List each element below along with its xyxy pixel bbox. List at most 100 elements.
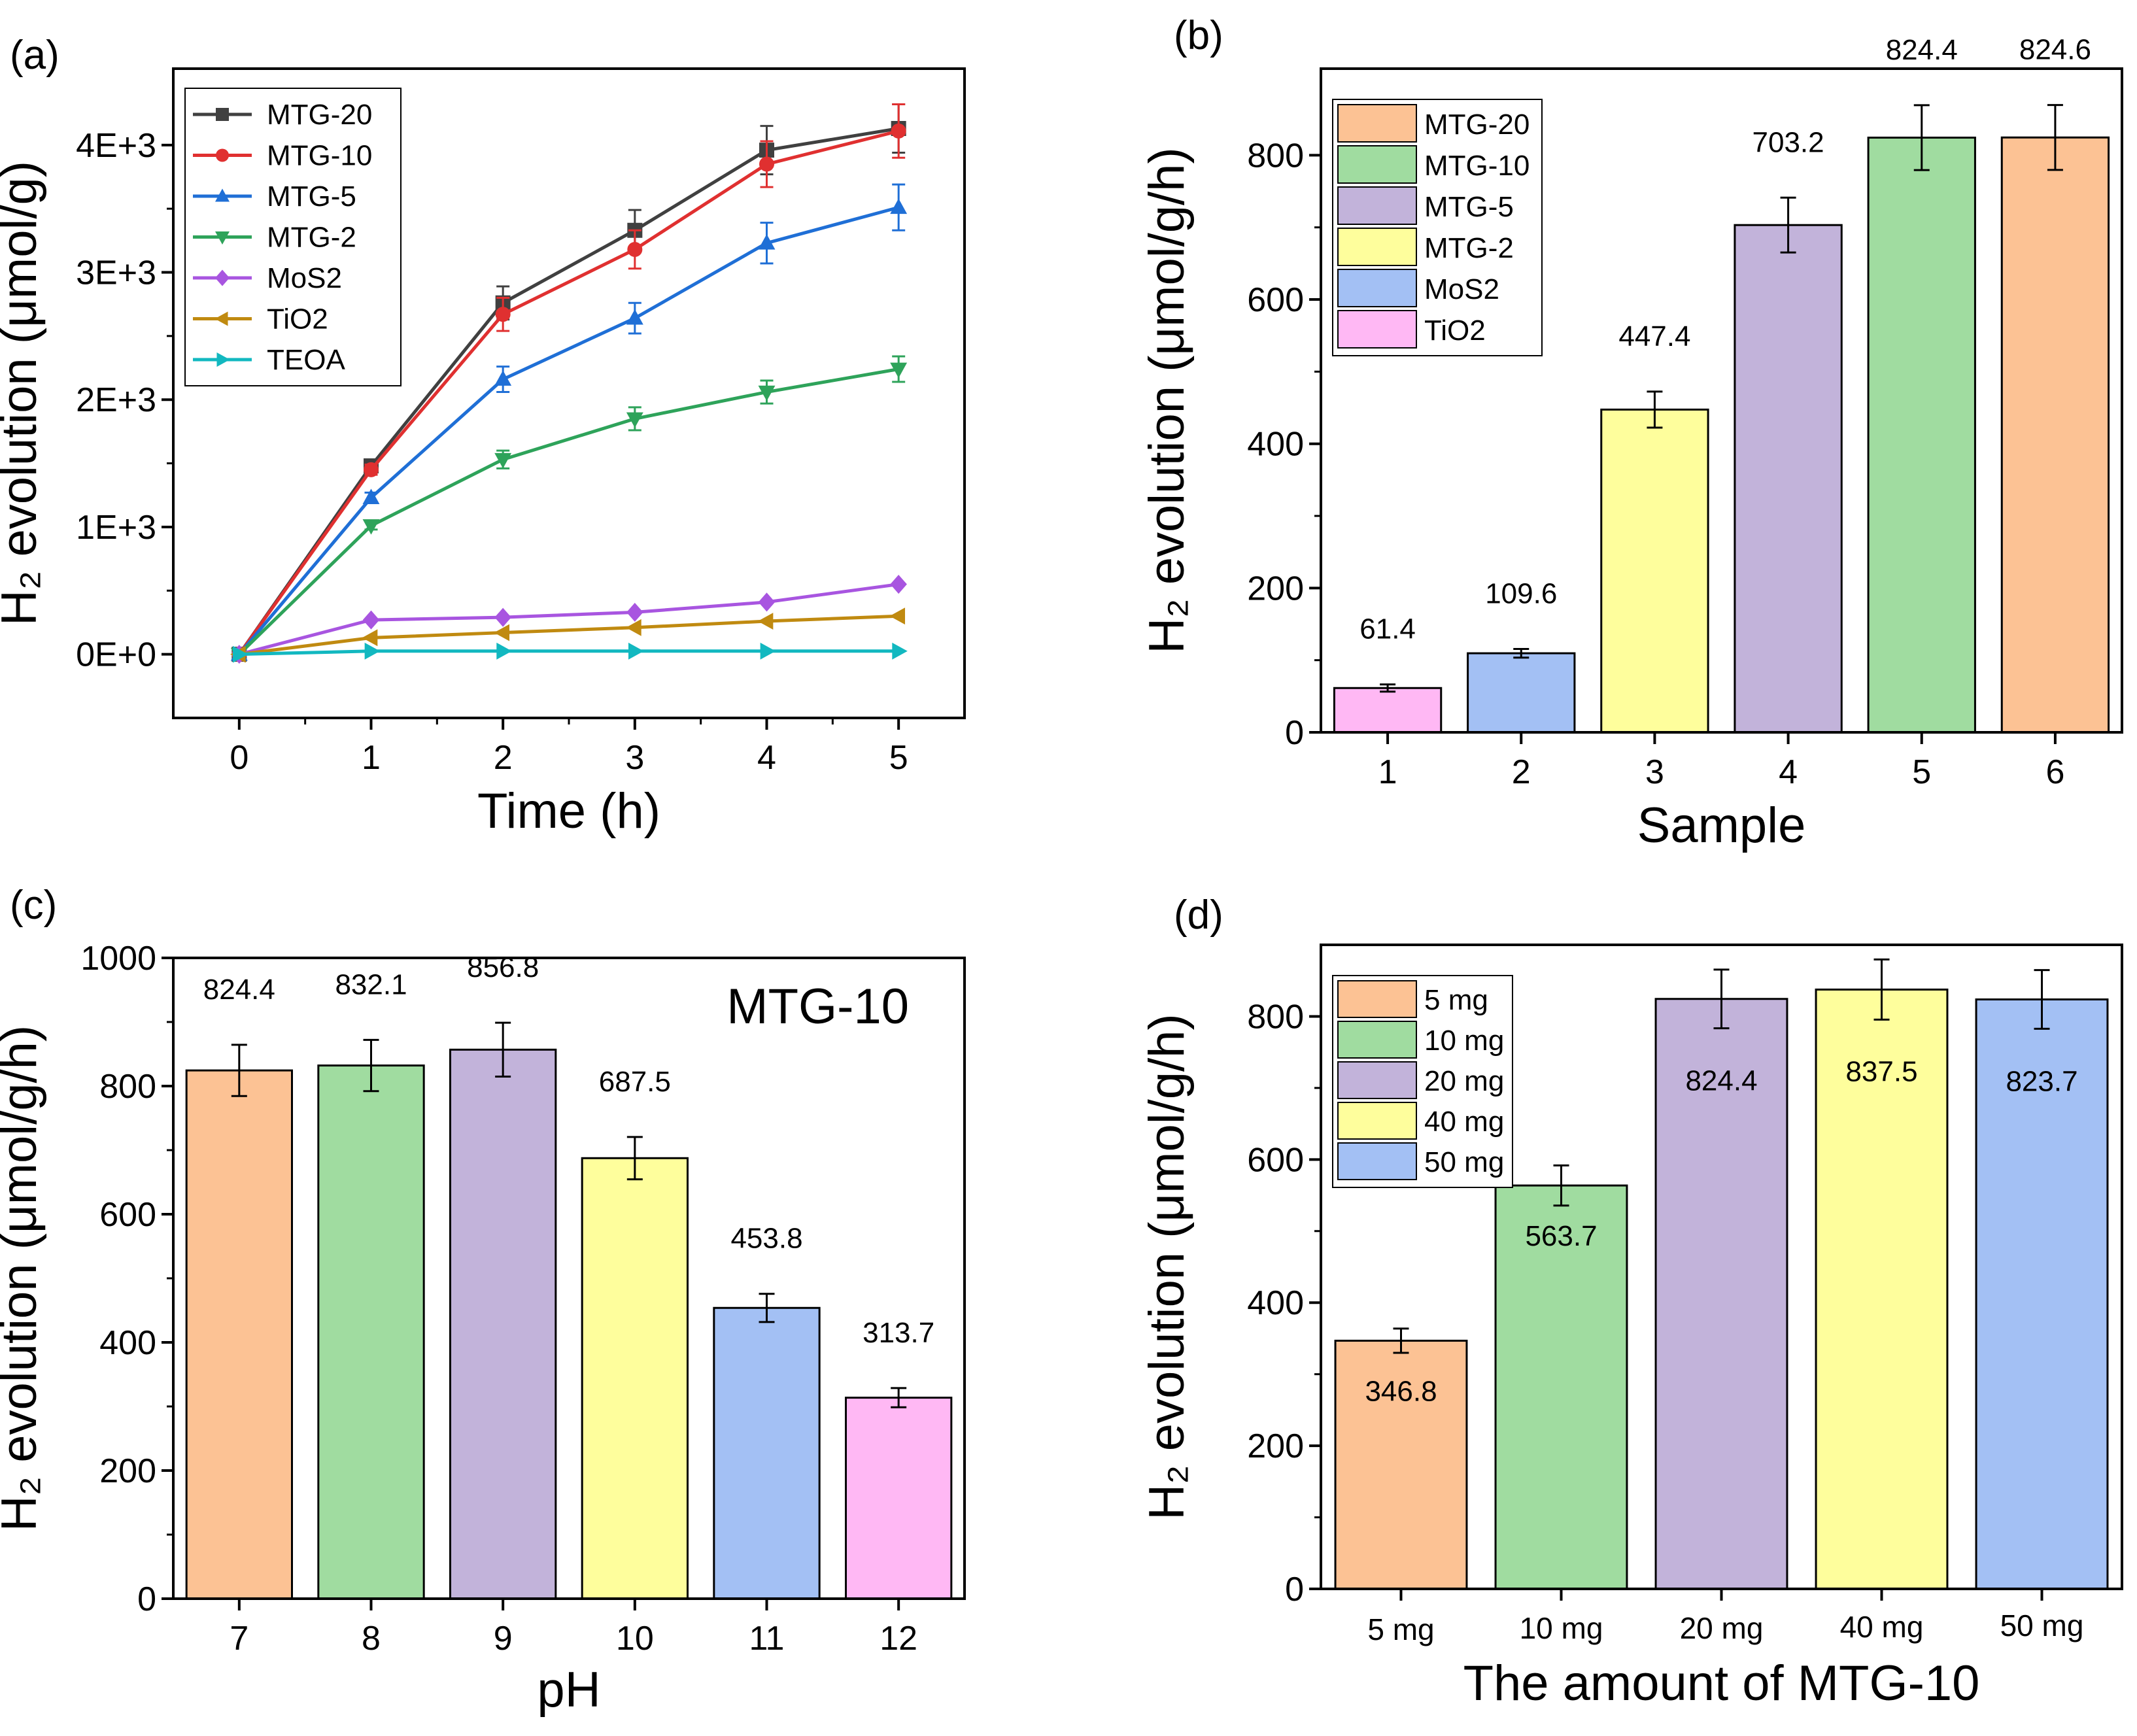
data-point (890, 575, 907, 594)
y-tick-label: 400 (1247, 426, 1304, 464)
data-point (759, 156, 775, 172)
bar-group: 563.7 (1494, 1164, 1628, 1590)
legend-swatch (1337, 186, 1417, 225)
legend-swatch (1337, 228, 1417, 266)
y-tick-label: 400 (1247, 1284, 1304, 1322)
value-label: 837.5 (1845, 1055, 1917, 1087)
panel-c: (c) 824.4 832.1 856.8 687.5 453.8 313.7 7 8 9 10 11… (0, 883, 966, 1718)
data-point (758, 234, 776, 250)
data-point (627, 242, 643, 257)
bar-group: 453.8 (713, 1223, 821, 1600)
legend-marker (216, 352, 230, 367)
series-TEOA (232, 642, 908, 663)
x-tick-label: 50 mg (2000, 1608, 2084, 1642)
legend-swatch (1337, 104, 1417, 143)
x-tick-label: 20 mg (1680, 1611, 1764, 1645)
y-axis-title: H₂ evolution (μmol/g/h) (1139, 147, 1195, 653)
legend-label: MoS2 (267, 262, 342, 294)
bar-group: 313.7 (845, 1317, 953, 1600)
x-tick-label: 40 mg (1840, 1610, 1924, 1644)
data-point (494, 624, 510, 641)
y-axis-title: H₂ evolution (μmol/g) (0, 161, 47, 626)
inset-label: MTG-10 (727, 979, 909, 1034)
y-tick-label: 3E+3 (76, 254, 156, 292)
bar-group: 824.4 (1867, 34, 1976, 734)
legend-swatch (1337, 1021, 1417, 1059)
data-point (364, 642, 381, 660)
legend-marker (215, 269, 230, 286)
value-label: 313.7 (863, 1317, 934, 1349)
x-axis-title: Sample (1637, 798, 1806, 853)
data-point (494, 607, 511, 627)
series-line (239, 614, 899, 656)
panel-a: (a) 0 1 2 3 4 5 0E+0 1E+3 2E+3 3E+3 4E+3 Time (h) H₂ … (0, 33, 966, 839)
data-point (362, 629, 378, 647)
series-line (238, 367, 899, 656)
bar-group: 837.5 (1815, 958, 1949, 1590)
value-label: 687.5 (599, 1066, 671, 1098)
bar-group: 824.4 (185, 974, 293, 1600)
bar-group: 61.4 (1333, 613, 1443, 734)
legend-swatch (1337, 980, 1417, 1018)
legend-label: 20 mg (1424, 1065, 1504, 1097)
data-point (757, 613, 774, 630)
data-point (890, 198, 908, 214)
x-tick-label: 4 (1779, 753, 1798, 791)
panel-letter: (a) (10, 33, 60, 78)
data-point (890, 362, 908, 379)
y-axis-title: H₂ evolution (μmol/g/h) (1139, 1013, 1195, 1520)
data-point (758, 385, 776, 401)
legend-label: MTG-2 (1424, 232, 1514, 264)
bar (1867, 136, 1976, 734)
bar (713, 1306, 821, 1600)
panel-letter: (d) (1174, 893, 1223, 938)
y-tick-label: 2E+3 (76, 381, 156, 419)
legend: 5 mg 10 mg 20 mg 40 mg 50 mg (1332, 975, 1513, 1188)
legend: MTG-20 MTG-10 MTG-5 MTG-2 MoS2 TiO2 (1332, 99, 1543, 356)
legend-label: 40 mg (1424, 1106, 1504, 1138)
legend-swatch (1337, 269, 1417, 307)
bar (2000, 136, 2110, 734)
x-tick-label: 2 (494, 739, 513, 777)
value-label: 824.6 (2019, 34, 2091, 66)
bar-group: 109.6 (1467, 577, 1576, 734)
bar-group: 687.5 (581, 1066, 689, 1600)
bar-group: 447.4 (1600, 320, 1709, 734)
bar (1975, 998, 2109, 1590)
bar (845, 1397, 953, 1600)
data-point (232, 645, 248, 663)
bar-group: 856.8 (449, 951, 557, 1600)
x-tick-label: 5 (1912, 753, 1931, 791)
y-tick-label: 4E+3 (76, 127, 156, 165)
data-point (889, 607, 906, 625)
x-axis-title: The amount of MTG-10 (1463, 1656, 1980, 1711)
x-axis-title: pH (537, 1662, 600, 1718)
legend-label: MTG-10 (1424, 150, 1530, 182)
value-label: 832.1 (335, 968, 407, 1000)
y-tick-label: 200 (1247, 570, 1304, 607)
series-line (237, 205, 899, 656)
data-point (495, 307, 511, 322)
data-point (758, 592, 776, 612)
bar (1333, 687, 1443, 734)
legend-label: 5 mg (1424, 984, 1488, 1016)
series-MTG-10 (231, 103, 906, 662)
value-label: 346.8 (1365, 1375, 1437, 1407)
value-label: 109.6 (1485, 577, 1557, 609)
value-label: 823.7 (2006, 1066, 2077, 1098)
panel-d: (d) 346.8 563.7 824.4 837.5 823.7 5 mg 10 mg 20 … (1139, 893, 2123, 1711)
legend-label: MTG-2 (267, 222, 356, 254)
legend-label: MoS2 (1424, 273, 1499, 305)
x-tick-label: 3 (1645, 753, 1664, 791)
legend-swatch (1337, 310, 1417, 349)
data-point (496, 642, 512, 660)
panel-b: (b) 61.4 109.6 447.4 703.2 824.4 824.6 1 2 3 4 5 6 0 2… (1139, 13, 2123, 853)
data-point (362, 519, 380, 535)
bar-group: 346.8 (1334, 1327, 1468, 1590)
legend-marker (215, 188, 230, 202)
bar (1494, 1184, 1628, 1590)
data-point (494, 370, 512, 386)
value-label: 824.4 (1685, 1065, 1757, 1097)
y-tick-label: 0 (1285, 1571, 1304, 1608)
